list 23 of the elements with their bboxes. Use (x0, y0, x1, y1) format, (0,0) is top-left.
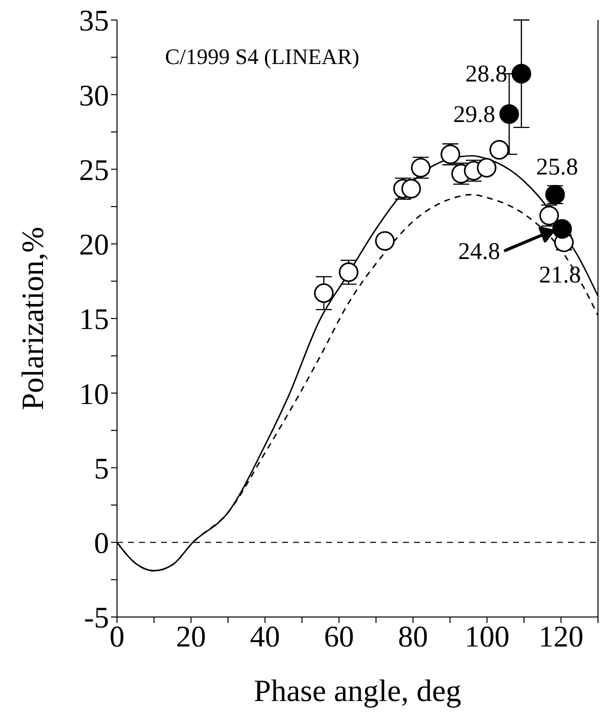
annotation: 29.8 (453, 102, 496, 128)
y-tick-label: 5 (94, 452, 109, 486)
y-tick-label: 0 (94, 527, 109, 560)
x-axis-title: Phase angle, deg (254, 673, 462, 708)
annotation: 25.8 (536, 154, 578, 181)
annotation: 28.8 (465, 62, 508, 88)
x-tick-label: 100 (464, 620, 510, 654)
annotation: 21.8 (538, 262, 581, 288)
x-tick-label: 60 (324, 620, 354, 654)
y-axis-title: Polarization,% (14, 226, 50, 410)
y-tick-label: 30 (79, 79, 109, 112)
y-tick-label: 20 (79, 228, 109, 262)
annotation: 24.8 (458, 238, 500, 265)
y-tick-label: 25 (79, 154, 109, 187)
x-tick-label: 40 (250, 620, 280, 654)
y-tick-label: 35 (79, 4, 109, 38)
y-tick-label: -5 (84, 602, 109, 635)
x-tick-label: 80 (398, 620, 428, 654)
y-tick-label: 10 (79, 378, 109, 411)
y-tick-label: 15 (79, 303, 109, 336)
x-tick-label: 120 (538, 620, 584, 654)
x-tick-label: 20 (176, 620, 206, 654)
text: C/1999 S4 (LINEAR) (165, 44, 360, 69)
